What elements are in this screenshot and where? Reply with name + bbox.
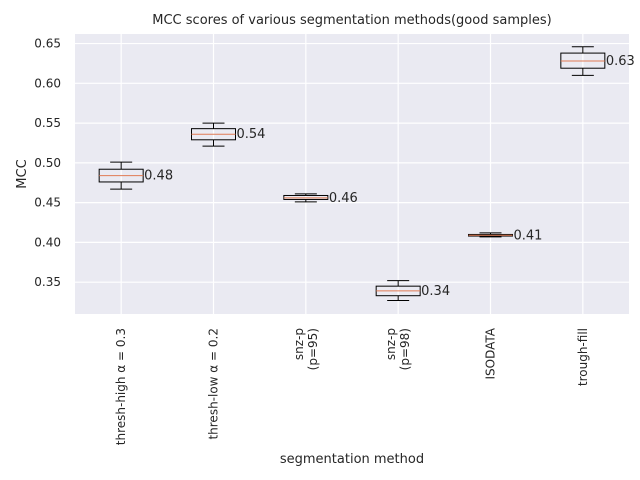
box-1: 0.48 xyxy=(98,161,173,190)
plot-area xyxy=(75,34,629,314)
y-axis-title: MCC xyxy=(15,159,30,188)
grid xyxy=(75,34,629,314)
x-tick-label: thresh-high α = 0.3 xyxy=(114,328,128,445)
median-value-label: 0.63 xyxy=(606,54,635,69)
y-tick-label: 0.60 xyxy=(34,76,61,90)
x-axis-ticks: thresh-high α = 0.3 thresh-low α = 0.2 snz… xyxy=(114,327,590,445)
median-value-label: 0.34 xyxy=(421,284,450,299)
box-2: 0.54 xyxy=(191,122,266,147)
x-tick-label: snz-p(p=98) xyxy=(384,328,412,370)
y-tick-label: 0.55 xyxy=(34,116,61,130)
median-value-label: 0.46 xyxy=(329,191,358,206)
boxes: 0.48 0.54 0.46 0.34 0.41 0.63 xyxy=(98,46,635,301)
box-4: 0.34 xyxy=(375,280,450,301)
box-6: 0.63 xyxy=(560,46,635,76)
box-5: 0.41 xyxy=(468,228,543,243)
y-tick-label: 0.65 xyxy=(34,37,61,51)
median-value-label: 0.48 xyxy=(144,169,173,184)
x-axis-title: segmentation method xyxy=(280,452,424,467)
y-axis-ticks: 0.35 0.40 0.45 0.50 0.55 0.60 0.65 xyxy=(34,37,61,290)
y-tick-label: 0.45 xyxy=(34,196,61,210)
x-tick-label-line: (p=95) xyxy=(306,328,320,370)
median-value-label: 0.54 xyxy=(237,127,266,142)
x-tick-label: ISODATA xyxy=(484,327,498,379)
x-tick-label-line: snz-p xyxy=(292,328,306,360)
y-tick-label: 0.40 xyxy=(34,235,61,249)
y-tick-label: 0.50 xyxy=(34,156,61,170)
x-tick-label: thresh-low α = 0.2 xyxy=(207,328,221,440)
x-tick-label: trough-fill xyxy=(576,328,590,386)
x-tick-label-line: (p=98) xyxy=(398,328,412,370)
x-tick-label: snz-p(p=95) xyxy=(292,328,320,370)
box-3: 0.46 xyxy=(283,191,358,206)
median-value-label: 0.41 xyxy=(514,228,543,243)
x-tick-label-line: snz-p xyxy=(384,328,398,360)
y-tick-label: 0.35 xyxy=(34,275,61,289)
chart-title: MCC scores of various segmentation metho… xyxy=(152,13,551,28)
